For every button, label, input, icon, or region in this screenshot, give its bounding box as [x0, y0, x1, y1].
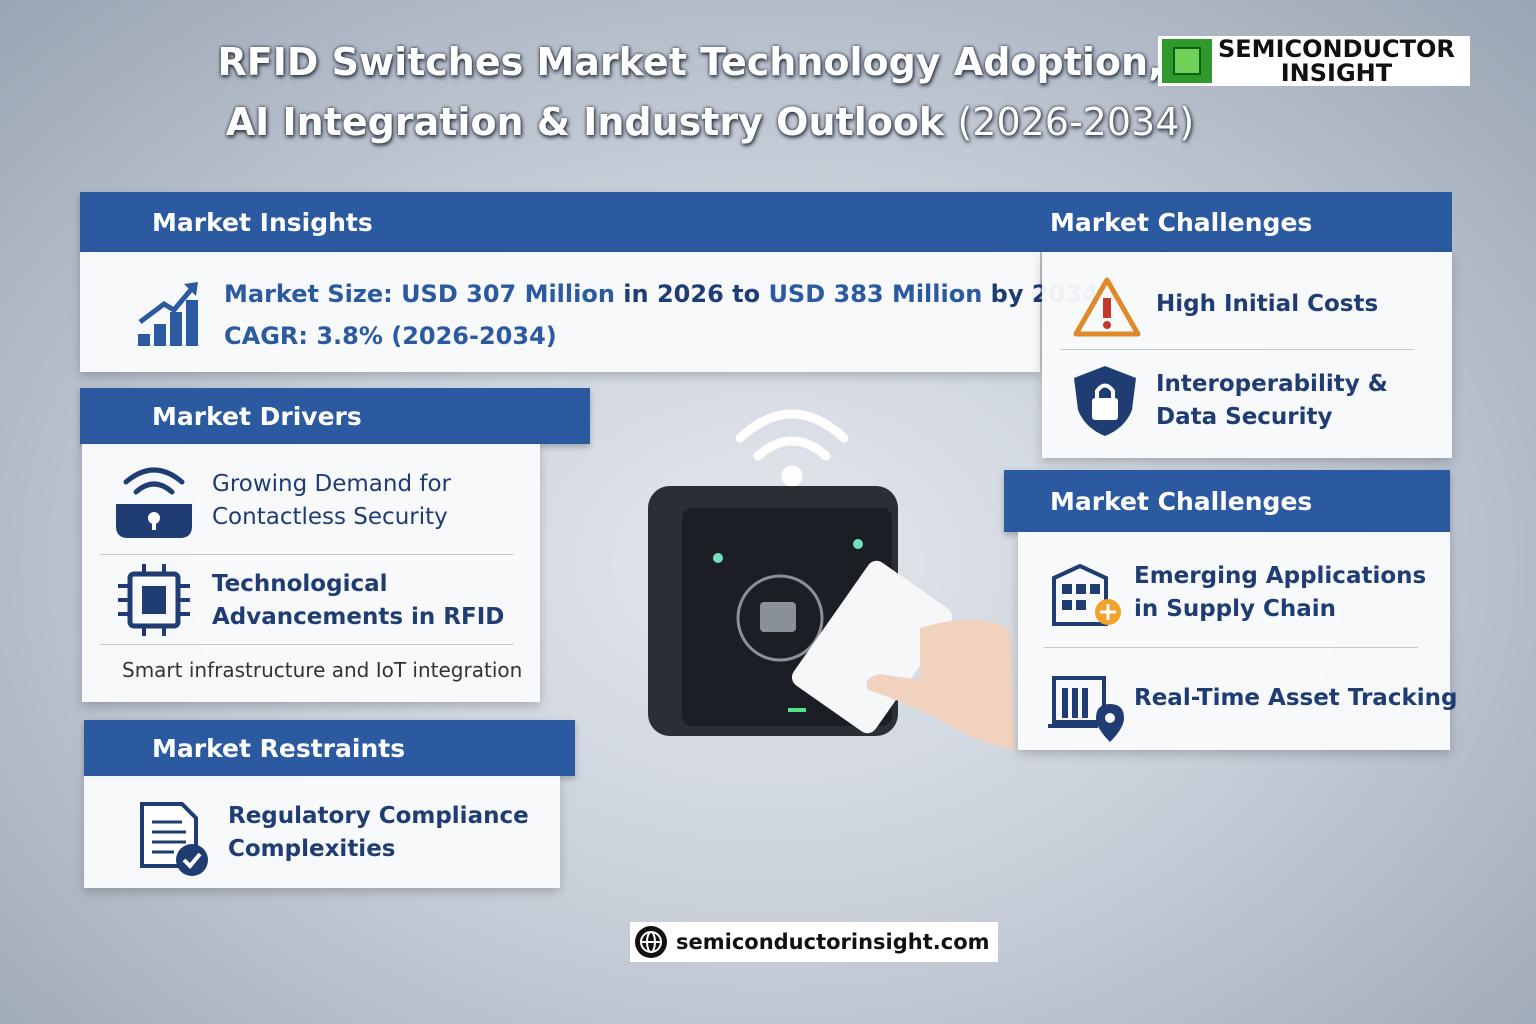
- market-size-from: USD 307 Million: [401, 280, 615, 308]
- drivers-panel: Growing Demand for Contactless Security …: [82, 444, 540, 702]
- drivers-header: Market Drivers: [80, 388, 590, 444]
- insights-panel: Market Size: USD 307 Million in 2026 to …: [80, 252, 1099, 372]
- separator: [1060, 349, 1414, 350]
- separator: [100, 644, 514, 645]
- logo: SEMICONDUCTOR INSIGHT: [1158, 36, 1470, 86]
- contactless-icon: [116, 467, 192, 538]
- growth-icon: [138, 282, 198, 346]
- separator: [100, 554, 514, 555]
- market-size-from-year: in 2026 to: [623, 280, 761, 308]
- separator: [1044, 647, 1418, 648]
- restraint-item: Regulatory Compliance Complexities: [228, 803, 529, 862]
- opportunity-item: Real-Time Asset Tracking: [1134, 685, 1458, 711]
- challenge-item: Interoperability & Data Security: [1156, 371, 1388, 430]
- driver-note: Smart infrastructure and IoT integration: [122, 658, 523, 682]
- challenges-panel: High Initial Costs Interoperability & Da…: [1042, 252, 1452, 458]
- cagr: CAGR: 3.8% (2026-2034): [224, 322, 557, 350]
- insights-header: Market Insights: [80, 192, 1040, 252]
- title-years: (2026-2034): [957, 100, 1195, 144]
- footer-url: semiconductorinsight.com: [676, 930, 990, 954]
- driver-item: Growing Demand for Contactless Security: [212, 471, 452, 530]
- title-line-1: RFID Switches Market Technology Adoption…: [217, 40, 1163, 84]
- asset-tracking-icon: [1048, 676, 1124, 742]
- logo-chip: [1162, 39, 1212, 83]
- restraints-panel: Regulatory Compliance Complexities: [84, 776, 560, 888]
- opportunities-panel: Emerging Applications in Supply Chain Re…: [1018, 532, 1458, 750]
- footer: semiconductorinsight.com: [630, 922, 998, 962]
- challenges-header: Market Challenges: [1000, 192, 1452, 252]
- globe-icon: [635, 926, 667, 958]
- logo-line: SEMICONDUCTOR: [1218, 35, 1455, 63]
- market-size-to: USD 383 Million: [768, 280, 983, 308]
- document-check-icon: [140, 802, 208, 876]
- logo-text: SEMICONDUCTOR INSIGHT: [1218, 37, 1455, 85]
- logo-line: INSIGHT: [1280, 59, 1393, 87]
- title-line-2: AI Integration & Industry Outlook (2026-…: [0, 100, 1420, 144]
- rfid-reader-illustration: [648, 409, 1015, 750]
- restraints-header: Market Restraints: [84, 720, 575, 776]
- market-size-label: Market Size:: [224, 280, 393, 308]
- supply-chain-icon: [1052, 563, 1121, 626]
- opportunities-header: Market Challenges: [1004, 470, 1450, 532]
- challenge-item: High Initial Costs: [1156, 291, 1379, 317]
- chip-icon: [118, 564, 190, 636]
- warning-icon: [1073, 277, 1141, 337]
- driver-item: Technological Advancements in RFID: [212, 571, 505, 630]
- lock-shield-icon: [1074, 366, 1136, 436]
- opportunity-item: Emerging Applications in Supply Chain: [1134, 563, 1427, 622]
- title-text: AI Integration & Industry Outlook: [225, 100, 945, 144]
- market-size: Market Size: USD 307 Million in 2026 to …: [224, 278, 1099, 311]
